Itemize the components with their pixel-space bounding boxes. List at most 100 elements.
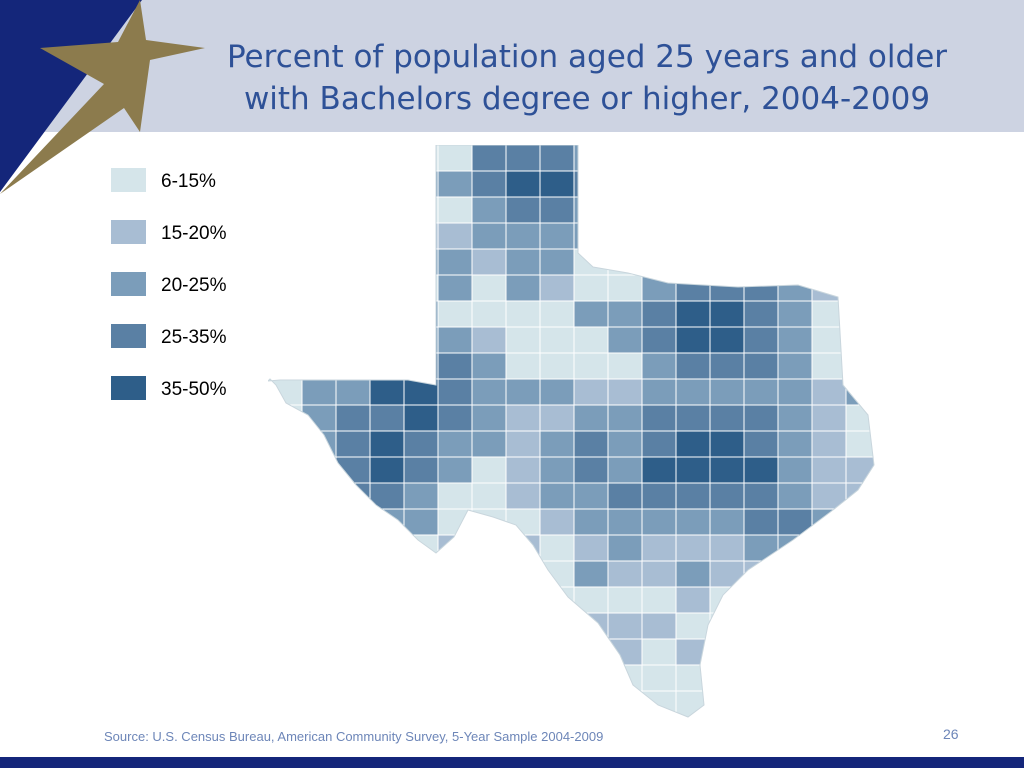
county-tile [845, 326, 874, 354]
county-tile [607, 196, 643, 224]
county-tile [641, 326, 677, 354]
county-tile [369, 196, 405, 224]
county-tile [505, 326, 541, 354]
county-tile [709, 508, 745, 536]
county-tile [471, 378, 507, 406]
county-tile [845, 352, 874, 380]
county-tile [335, 300, 371, 328]
county-tile [641, 716, 677, 717]
county-tile [301, 352, 337, 380]
county-tile [607, 248, 643, 276]
county-tile [335, 196, 371, 224]
county-tile [539, 274, 575, 302]
county-tile [573, 638, 609, 666]
county-tile [675, 404, 711, 432]
county-tile [709, 638, 745, 666]
county-tile [811, 300, 847, 328]
county-tile [471, 560, 507, 588]
county-tile [505, 664, 541, 692]
county-tile [811, 404, 847, 432]
county-tile [403, 456, 439, 484]
county-tile [607, 690, 643, 717]
county-tile [437, 586, 473, 614]
county-tile [709, 534, 745, 562]
county-tile [437, 248, 473, 276]
county-tile [709, 560, 745, 588]
county-tile [471, 664, 507, 692]
county-tile [301, 716, 337, 717]
county-tile [675, 145, 711, 172]
county-tile [437, 430, 473, 458]
county-tile [369, 560, 405, 588]
county-tile [675, 274, 711, 302]
county-tile [539, 222, 575, 250]
county-tile [403, 145, 439, 172]
county-tile [268, 508, 303, 536]
county-tile [369, 456, 405, 484]
county-tile [505, 300, 541, 328]
county-tile [403, 638, 439, 666]
county-tile [607, 326, 643, 354]
county-tile [403, 352, 439, 380]
county-tile [573, 404, 609, 432]
county-tile [675, 430, 711, 458]
county-tile [369, 170, 405, 198]
county-tile [335, 534, 371, 562]
county-tile [811, 560, 847, 588]
county-tile [607, 274, 643, 302]
county-tile [471, 638, 507, 666]
county-tile [403, 326, 439, 354]
county-tile [369, 222, 405, 250]
legend-item-15-20: 15-20% [111, 220, 271, 244]
county-tile [437, 560, 473, 588]
county-tile [539, 716, 575, 717]
county-tile [777, 300, 813, 328]
county-tile [301, 612, 337, 640]
county-tile [811, 586, 847, 614]
county-tile [811, 456, 847, 484]
county-tile [845, 248, 874, 276]
county-tile [335, 352, 371, 380]
county-tile [845, 170, 874, 198]
county-tile [369, 612, 405, 640]
county-tile [539, 378, 575, 406]
county-tile [403, 196, 439, 224]
county-tile [845, 274, 874, 302]
county-tile [811, 222, 847, 250]
county-tile [777, 612, 813, 640]
county-tile [403, 248, 439, 276]
county-tile [505, 612, 541, 640]
county-tile [335, 326, 371, 354]
county-tile [675, 248, 711, 276]
county-tile [539, 482, 575, 510]
county-tile [403, 482, 439, 510]
county-tile [505, 508, 541, 536]
legend-label: 15-20% [161, 223, 227, 244]
county-tile [641, 222, 677, 250]
county-tile [505, 456, 541, 484]
county-tile [403, 300, 439, 328]
county-tile [607, 222, 643, 250]
county-tile [335, 664, 371, 692]
county-tile [709, 482, 745, 510]
county-tile [607, 170, 643, 198]
county-tile [709, 352, 745, 380]
county-tile [539, 326, 575, 354]
county-tile [607, 586, 643, 614]
county-tile [573, 560, 609, 588]
county-tile [675, 508, 711, 536]
county-tile [641, 586, 677, 614]
county-tile [811, 248, 847, 276]
county-tile [573, 690, 609, 717]
county-tile [743, 690, 779, 717]
county-tile [403, 170, 439, 198]
county-tile [437, 222, 473, 250]
county-tile [675, 300, 711, 328]
gold-star-icon [0, 0, 205, 194]
footer-bar [0, 757, 1024, 768]
county-tile [505, 716, 541, 717]
county-tile [743, 482, 779, 510]
county-tile [845, 690, 874, 717]
county-tile [743, 664, 779, 692]
county-tile [539, 508, 575, 536]
